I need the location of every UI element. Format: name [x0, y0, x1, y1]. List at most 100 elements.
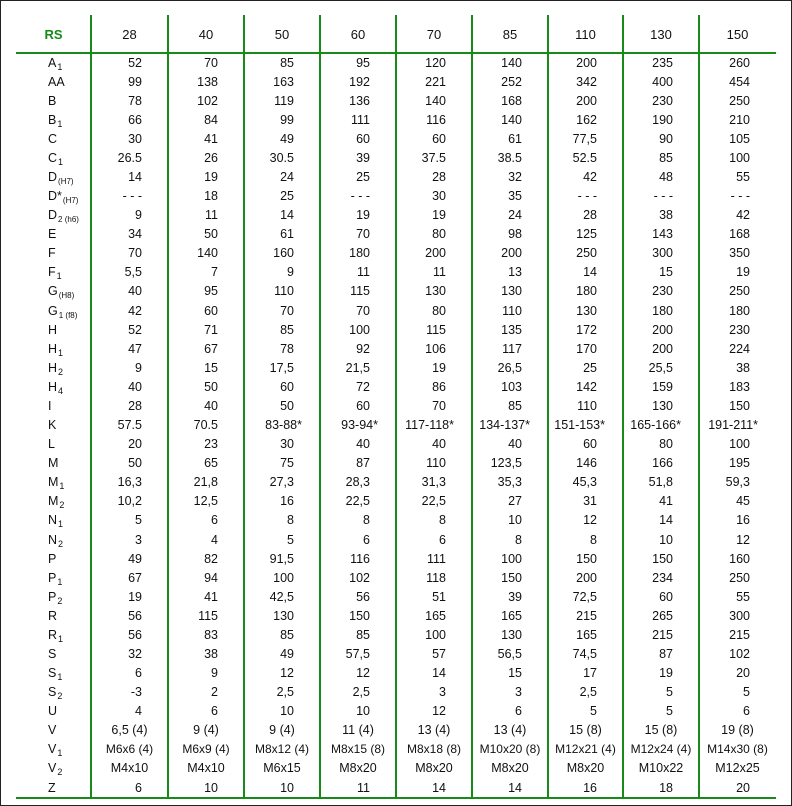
table-cell: 10 — [204, 780, 218, 795]
row-label-main: G — [48, 303, 58, 318]
row-label: C — [48, 130, 57, 149]
table-cell: 265 — [652, 608, 673, 623]
table-cell: 12 — [356, 666, 370, 681]
table-cell: 80 — [659, 437, 673, 452]
row-label-main: V — [48, 742, 57, 757]
header-size: 110 — [575, 27, 596, 42]
table-cell: 7 — [211, 265, 218, 280]
table-cell: 235 — [652, 55, 673, 70]
table-cell: 95 — [204, 284, 218, 299]
table-cell: 142 — [576, 379, 597, 394]
table-cell: 159 — [652, 379, 673, 394]
table-cell: 117 — [502, 341, 522, 356]
row-label-main: I — [48, 398, 52, 413]
table-cell: 110 — [274, 284, 294, 299]
table-cell: 67 — [128, 570, 142, 585]
table-cell: 70 — [204, 55, 218, 70]
table-cell: 4 — [211, 532, 218, 547]
table-cell: 82 — [204, 551, 218, 566]
row-label-main: H — [48, 341, 58, 356]
table-cell: 134-137* — [479, 418, 530, 433]
row-label: G1 (f8) — [48, 302, 77, 321]
table-cell: 12,5 — [193, 494, 218, 509]
table-cell: 120 — [425, 55, 446, 70]
table-cell: 74,5 — [572, 646, 597, 661]
table-cell: 94 — [204, 570, 218, 585]
table-cell: 200 — [425, 246, 446, 261]
table-cell: M8x12 (4) — [254, 742, 310, 757]
table-cell: 30 — [432, 189, 446, 204]
table-cell: 99 — [128, 74, 142, 89]
table-cell: 300 — [729, 608, 750, 623]
table-cell: 52 — [128, 55, 142, 70]
table-cell: 6 — [363, 532, 370, 547]
row-label-main: P — [48, 570, 57, 585]
table-cell: 180 — [652, 303, 673, 318]
table-cell: 25 — [356, 169, 370, 184]
table-cell: 230 — [652, 284, 673, 299]
table-cell: 4 — [135, 704, 142, 719]
table-cell: 221 — [425, 74, 446, 89]
table-cell: M14x30 (8) — [707, 742, 768, 757]
table-cell: 85 — [659, 150, 673, 165]
column-divider — [471, 15, 473, 799]
table-cell: 163 — [273, 74, 294, 89]
table-cell: 86 — [432, 379, 446, 394]
row-label: H2 — [48, 359, 63, 378]
table-cell: 180 — [349, 246, 370, 261]
row-label-subscript: 1 — [58, 156, 64, 167]
table-cell: 15 (8) — [644, 723, 678, 738]
table-cell: 140 — [197, 246, 218, 261]
header-size: 130 — [650, 27, 672, 42]
table-cell: M8x20 — [491, 761, 529, 776]
row-label: Z — [48, 779, 56, 798]
row-label: B1 — [48, 111, 62, 130]
row-label-main: M — [48, 456, 59, 471]
table-cell: 146 — [576, 456, 597, 471]
table-cell: 50 — [128, 456, 142, 471]
table-cell: 55 — [736, 589, 750, 604]
table-cell: 11 — [357, 780, 370, 795]
table-cell: 42 — [128, 303, 142, 318]
table-cell: 19 — [128, 589, 142, 604]
table-cell: - - - — [730, 189, 750, 204]
table-cell: 25,5 — [648, 360, 673, 375]
table-cell: 172 — [576, 322, 597, 337]
table-cell: 15 (8) — [569, 723, 602, 738]
table-cell: 30 — [280, 437, 294, 452]
table-cell: 2,5 — [276, 685, 294, 700]
table-cell: 20 — [128, 437, 142, 452]
table-cell: 48 — [659, 169, 673, 184]
row-label: M — [48, 454, 58, 473]
table-cell: 19 (8) — [721, 723, 754, 738]
table-cell: 28 — [583, 208, 597, 223]
row-label: P1 — [48, 569, 62, 588]
table-cell: 5 — [743, 685, 750, 700]
row-label-subscript: (H7) — [62, 196, 79, 206]
table-cell: 116 — [350, 551, 370, 566]
table-cell: 18 — [659, 780, 673, 795]
table-cell: 61 — [508, 131, 522, 146]
row-label-subscript: 4 — [58, 385, 64, 396]
table-cell: 78 — [280, 341, 294, 356]
table-cell: 37.5 — [421, 150, 446, 165]
table-cell: 30.5 — [269, 150, 294, 165]
table-cell: 39 — [508, 589, 522, 604]
table-cell: 47 — [128, 341, 142, 356]
table-cell: 93-94* — [341, 418, 378, 433]
row-label-main: V — [48, 723, 57, 738]
row-label: U — [48, 702, 57, 721]
table-cell: 91,5 — [269, 551, 294, 566]
table-cell: 100 — [349, 322, 370, 337]
row-label-main: H — [48, 322, 58, 337]
table-cell: 25 — [583, 360, 597, 375]
column-divider — [395, 15, 397, 799]
table-cell: 66 — [128, 112, 142, 127]
table-cell: 8 — [515, 532, 522, 547]
column-divider — [90, 15, 92, 799]
table-cell: 16 — [280, 494, 294, 509]
table-cell: 15 — [204, 360, 218, 375]
table-cell: 27 — [508, 494, 522, 509]
table-cell: 234 — [652, 570, 673, 585]
row-label: G(H8) — [48, 282, 74, 301]
